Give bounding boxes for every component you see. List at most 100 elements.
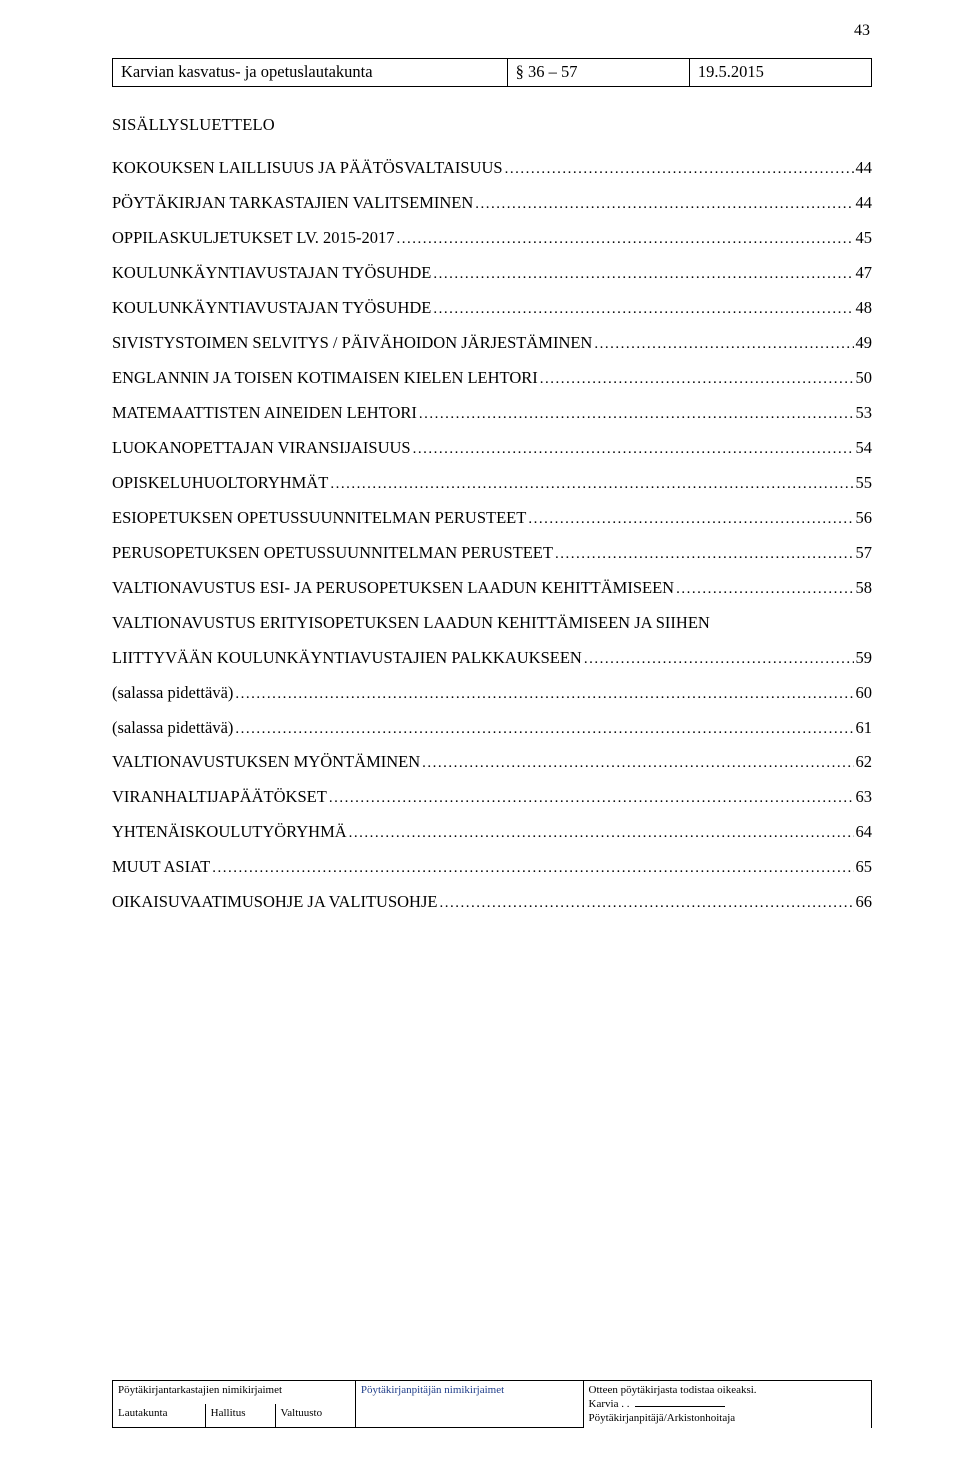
toc-row: OPPILASKULJETUKSET LV. 2015-2017 45 [112,221,872,256]
footer-sub-valtuusto: Valtuusto [275,1404,355,1428]
toc-dots [540,361,854,396]
toc-dots [433,291,853,326]
toc-page: 49 [856,326,873,361]
toc-page: 44 [856,151,873,186]
toc-dots [235,676,853,711]
signature-line [635,1406,725,1407]
toc-page: 65 [856,850,873,885]
toc-row: OIKAISUVAATIMUSOHJE JA VALITUSOHJE 66 [112,885,872,920]
toc-row: MUUT ASIAT 65 [112,850,872,885]
toc-page: 45 [856,221,873,256]
toc-title: SISÄLLYSLUETTELO [112,115,872,135]
toc-dots [433,256,853,291]
toc-row: VALTIONAVUSTUS ESI- JA PERUSOPETUKSEN LA… [112,571,872,606]
toc-dots [439,885,853,920]
toc-row: PERUSOPETUKSEN OPETUSSUUNNITELMAN PERUST… [112,536,872,571]
toc-container: KOKOUKSEN LAILLISUUS JA PÄÄTÖSVALTAISUUS… [112,151,872,920]
toc-dots [555,536,854,571]
toc-label: KOKOUKSEN LAILLISUUS JA PÄÄTÖSVALTAISUUS [112,151,503,186]
toc-row: KOULUNKÄYNTIAVUSTAJAN TYÖSUHDE 48 [112,291,872,326]
toc-label: VALTIONAVUSTUKSEN MYÖNTÄMINEN [112,745,420,780]
toc-dots [505,151,854,186]
toc-page: 56 [856,501,873,536]
toc-page: 57 [856,536,873,571]
footer-table: Pöytäkirjantarkastajien nimikirjaimet Pö… [112,1380,872,1428]
toc-dots [329,780,854,815]
toc-label: MATEMAATTISTEN AINEIDEN LEHTORI [112,396,417,431]
toc-page: 62 [856,745,873,780]
toc-label: PÖYTÄKIRJAN TARKASTAJIEN VALITSEMINEN [112,186,473,221]
footer: Pöytäkirjantarkastajien nimikirjaimet Pö… [112,1380,872,1428]
footer-attest-line2: Karvia . . [589,1398,630,1410]
header-cell-board: Karvian kasvatus- ja opetuslautakunta [113,59,508,87]
toc-row: PÖYTÄKIRJAN TARKASTAJIEN VALITSEMINEN 44 [112,186,872,221]
toc-label: ENGLANNIN JA TOISEN KOTIMAISEN KIELEN LE… [112,361,538,396]
toc-dots [330,466,853,501]
toc-page: 60 [856,676,873,711]
footer-attest-line3: Pöytäkirjanpitäjä/Arkistonhoitaja [589,1412,736,1424]
toc-page: 48 [856,291,873,326]
toc-row: ESIOPETUKSEN OPETUSSUUNNITELMAN PERUSTEE… [112,501,872,536]
footer-sub-empty [355,1404,583,1428]
toc-page: 63 [856,780,873,815]
toc-row: MATEMAATTISTEN AINEIDEN LEHTORI 53 [112,396,872,431]
footer-sub-hallitus: Hallitus [205,1404,275,1428]
toc-label: LUOKANOPETTAJAN VIRANSIJAISUUS [112,431,411,466]
header-cell-date: 19.5.2015 [689,59,871,87]
toc-label: (salassa pidettävä) [112,711,233,746]
toc-page: 44 [856,186,873,221]
header-cell-sections: § 36 – 57 [507,59,689,87]
toc-label: SIVISTYSTOIMEN SELVITYS / PÄIVÄHOIDON JÄ… [112,326,592,361]
toc-dots [676,571,853,606]
toc-dots [397,221,854,256]
toc-label: LIITTYVÄÄN KOULUNKÄYNTIAVUSTAJIEN PALKKA… [112,641,582,676]
toc-label: OIKAISUVAATIMUSOHJE JA VALITUSOHJE [112,885,437,920]
toc-dots [528,501,853,536]
toc-page: 59 [856,641,873,676]
toc-label: VIRANHALTIJAPÄÄTÖKSET [112,780,327,815]
footer-attestation: Otteen pöytäkirjasta todistaa oikeaksi. … [583,1380,871,1427]
toc-row: YHTENÄISKOULUTYÖRYHMÄ 64 [112,815,872,850]
toc-page: 64 [856,815,873,850]
toc-page: 58 [856,571,873,606]
toc-row: (salassa pidettävä) 60 [112,676,872,711]
toc-row: VIRANHALTIJAPÄÄTÖKSET 63 [112,780,872,815]
toc-label: OPISKELUHUOLTORYHMÄT [112,466,328,501]
toc-label: VALTIONAVUSTUS ESI- JA PERUSOPETUKSEN LA… [112,571,674,606]
toc-label: KOULUNKÄYNTIAVUSTAJAN TYÖSUHDE [112,256,431,291]
footer-attest-line1: Otteen pöytäkirjasta todistaa oikeaksi. [589,1384,757,1396]
toc-row: KOULUNKÄYNTIAVUSTAJAN TYÖSUHDE 47 [112,256,872,291]
toc-page: 50 [856,361,873,396]
toc-row: LUOKANOPETTAJAN VIRANSIJAISUUS 54 [112,431,872,466]
toc-row: (salassa pidettävä) 61 [112,711,872,746]
toc-row: SIVISTYSTOIMEN SELVITYS / PÄIVÄHOIDON JÄ… [112,326,872,361]
toc-label: VALTIONAVUSTUS ERITYISOPETUKSEN LAADUN K… [112,606,710,641]
toc-dots [475,186,853,221]
toc-dots [422,745,853,780]
toc-row: VALTIONAVUSTUS ERITYISOPETUKSEN LAADUN K… [112,606,872,641]
toc-row: KOKOUKSEN LAILLISUUS JA PÄÄTÖSVALTAISUUS… [112,151,872,186]
toc-label: MUUT ASIAT [112,850,210,885]
page-number: 43 [854,22,870,40]
toc-row: OPISKELUHUOLTORYHMÄT 55 [112,466,872,501]
toc-label: (salassa pidettävä) [112,676,233,711]
toc-row: ENGLANNIN JA TOISEN KOTIMAISEN KIELEN LE… [112,361,872,396]
toc-page: 53 [856,396,873,431]
toc-label: YHTENÄISKOULUTYÖRYHMÄ [112,815,347,850]
toc-dots [413,431,854,466]
toc-dots [235,711,853,746]
toc-label: OPPILASKULJETUKSET LV. 2015-2017 [112,221,395,256]
toc-dots [594,326,853,361]
toc-page: 47 [856,256,873,291]
toc-page: 55 [856,466,873,501]
footer-checkers-initials: Pöytäkirjantarkastajien nimikirjaimet [113,1380,356,1404]
footer-sub-lautakunta: Lautakunta [113,1404,206,1428]
toc-row: LIITTYVÄÄN KOULUNKÄYNTIAVUSTAJIEN PALKKA… [112,641,872,676]
toc-page: 61 [856,711,873,746]
header-table: Karvian kasvatus- ja opetuslautakunta § … [112,58,872,87]
toc-label: KOULUNKÄYNTIAVUSTAJAN TYÖSUHDE [112,291,431,326]
toc-page: 54 [856,431,873,466]
toc-page: 66 [856,885,873,920]
toc-row: VALTIONAVUSTUKSEN MYÖNTÄMINEN 62 [112,745,872,780]
toc-dots [212,850,853,885]
